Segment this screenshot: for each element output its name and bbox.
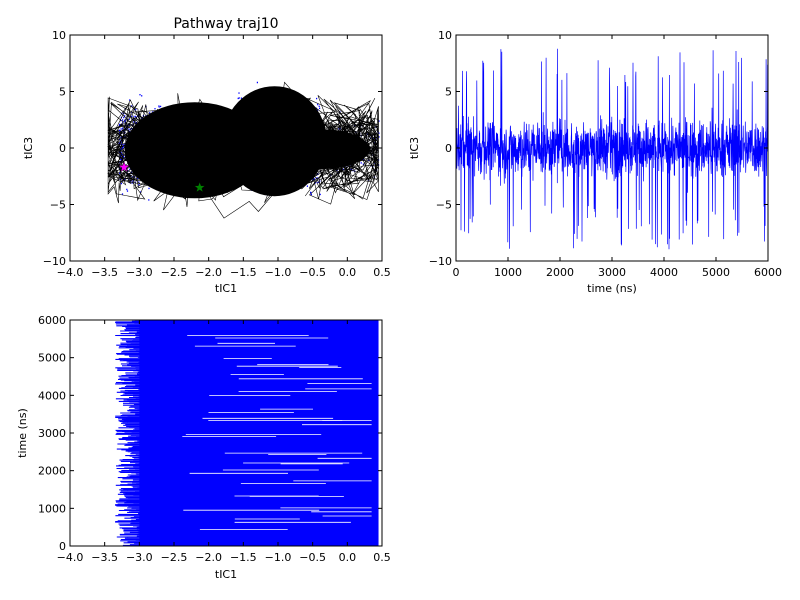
x-tick-label: −4.0 [57, 551, 84, 564]
timeseries-axis-ticks: 0 1000 2000 3000 4000 5000 6000 −10 −5 0 5 10 [429, 29, 782, 279]
y-tick-label: 1000 [38, 502, 66, 515]
y-axis-label: tIC3 [408, 137, 421, 159]
x-tick-label: −2.5 [161, 551, 188, 564]
y-tick-label: 0 [445, 142, 452, 155]
chart-title: Pathway traj10 [173, 16, 278, 32]
x-axis-label: tIC1 [215, 568, 237, 581]
star-marker [193, 181, 206, 193]
x-tick-label: −1.5 [230, 551, 257, 564]
y-tick-label: −10 [43, 255, 66, 268]
y-tick-label: 4000 [38, 389, 66, 402]
tic3-timeseries-data [456, 48, 768, 250]
x-tick-label: −4.0 [57, 266, 84, 279]
x-tick-label: −1.0 [265, 551, 292, 564]
y-tick-label: 10 [52, 29, 66, 42]
y-tick-label: 5000 [38, 352, 66, 365]
x-tick-label: −2.0 [195, 266, 222, 279]
x-tick-label: −3.0 [126, 266, 153, 279]
x-tick-label: −3.0 [126, 551, 153, 564]
trajectory-path [106, 81, 380, 219]
y-tick-label: 3000 [38, 427, 66, 440]
pathway-scatter-panel: −4.0 −3.5 −3.0 −2.5 −2.0 −1.5 −1.0 −0.5 0.0 0.5 −1… [22, 16, 391, 295]
x-tick-label: −1.0 [265, 266, 292, 279]
x-tick-label: −2.0 [195, 551, 222, 564]
x-tick-label: −3.5 [91, 551, 118, 564]
y-axis-label: tIC3 [22, 137, 35, 159]
x-tick-label: 1000 [494, 266, 522, 279]
band-gaps [182, 335, 372, 530]
y-tick-label: 0 [59, 540, 66, 553]
x-tick-label: 0.0 [339, 266, 357, 279]
y-tick-label: 5 [59, 86, 66, 99]
tic3-timeseries-panel: 0 1000 2000 3000 4000 5000 6000 −10 −5 0 5 10 time … [408, 29, 782, 295]
tic1-vs-time-data [115, 320, 379, 546]
x-tick-label: 0.5 [373, 266, 391, 279]
x-tick-label: 0.0 [339, 551, 357, 564]
x-tick-label: 6000 [754, 266, 782, 279]
dense-core-tail [269, 129, 370, 170]
tic3-series-line [456, 48, 768, 250]
y-tick-label: 2000 [38, 465, 66, 478]
pathway-axis-ticks: −4.0 −3.5 −3.0 −2.5 −2.0 −1.5 −1.0 −0.5 0.0 0.5 −1… [43, 29, 391, 279]
x-axis-label: tIC1 [215, 282, 237, 295]
y-tick-label: −10 [429, 255, 452, 268]
x-tick-label: 0 [453, 266, 460, 279]
pathway-scatter-data [106, 81, 380, 219]
tic1-vs-time-panel: −4.0 −3.5 −3.0 −2.5 −2.0 −1.5 −1.0 −0.5 0.0 0.5 0 1… [16, 314, 391, 581]
y-tick-label: 6000 [38, 314, 66, 327]
x-tick-label: −0.5 [299, 551, 326, 564]
tic1-time-axis-ticks: −4.0 −3.5 −3.0 −2.5 −2.0 −1.5 −1.0 −0.5 0.0 0.5 0 1… [38, 314, 391, 564]
x-tick-label: 2000 [546, 266, 574, 279]
x-tick-label: −2.5 [161, 266, 188, 279]
x-tick-label: 5000 [702, 266, 730, 279]
x-tick-label: 4000 [650, 266, 678, 279]
x-tick-label: −1.5 [230, 266, 257, 279]
y-axis-label: time (ns) [16, 408, 29, 458]
x-tick-label: −0.5 [299, 266, 326, 279]
y-tick-label: −5 [436, 199, 452, 212]
star-marker [118, 161, 130, 173]
x-tick-label: 3000 [598, 266, 626, 279]
y-tick-label: 10 [438, 29, 452, 42]
y-tick-label: 5 [445, 86, 452, 99]
y-tick-label: −5 [50, 199, 66, 212]
x-axis-label: time (ns) [587, 282, 637, 295]
y-tick-label: 0 [59, 142, 66, 155]
x-tick-label: −3.5 [91, 266, 118, 279]
pathway-markers [118, 161, 206, 193]
x-tick-label: 0.5 [373, 551, 391, 564]
